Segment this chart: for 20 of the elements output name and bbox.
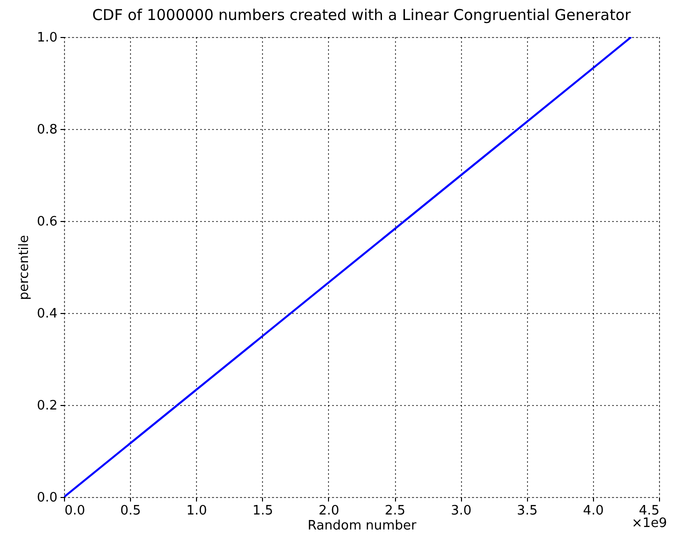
x-tick-label: 1.0: [186, 504, 208, 518]
y-tick-label: 0.4: [36, 306, 58, 322]
y-tick-label: 0.2: [36, 398, 58, 414]
x-tick-label: 3.0: [450, 504, 472, 518]
y-tick-label: 1.0: [36, 30, 58, 46]
y-tick-label: 0.0: [36, 490, 58, 506]
x-tick-label: 4.5: [638, 504, 660, 518]
x-tick-label: 4.0: [583, 504, 604, 518]
y-axis-title: percentile: [16, 234, 32, 300]
x-axis-title: Random number: [308, 518, 417, 534]
x-tick-label: 1.5: [252, 504, 274, 518]
x-tick-label: 3.5: [516, 504, 538, 518]
x-tick-label: 0.5: [120, 504, 141, 518]
y-tick-label: 0.8: [36, 122, 58, 138]
x-tick-label: 2.5: [384, 504, 406, 518]
x-tick-label: 0.0: [64, 504, 86, 518]
text: ×1e9: [632, 516, 667, 531]
chart-title: CDF of 1000000 numbers created with a Linear Congruential Generator: [92, 6, 632, 24]
x-tick-label: 2.0: [318, 504, 340, 518]
y-tick-label: 0.6: [36, 214, 58, 230]
